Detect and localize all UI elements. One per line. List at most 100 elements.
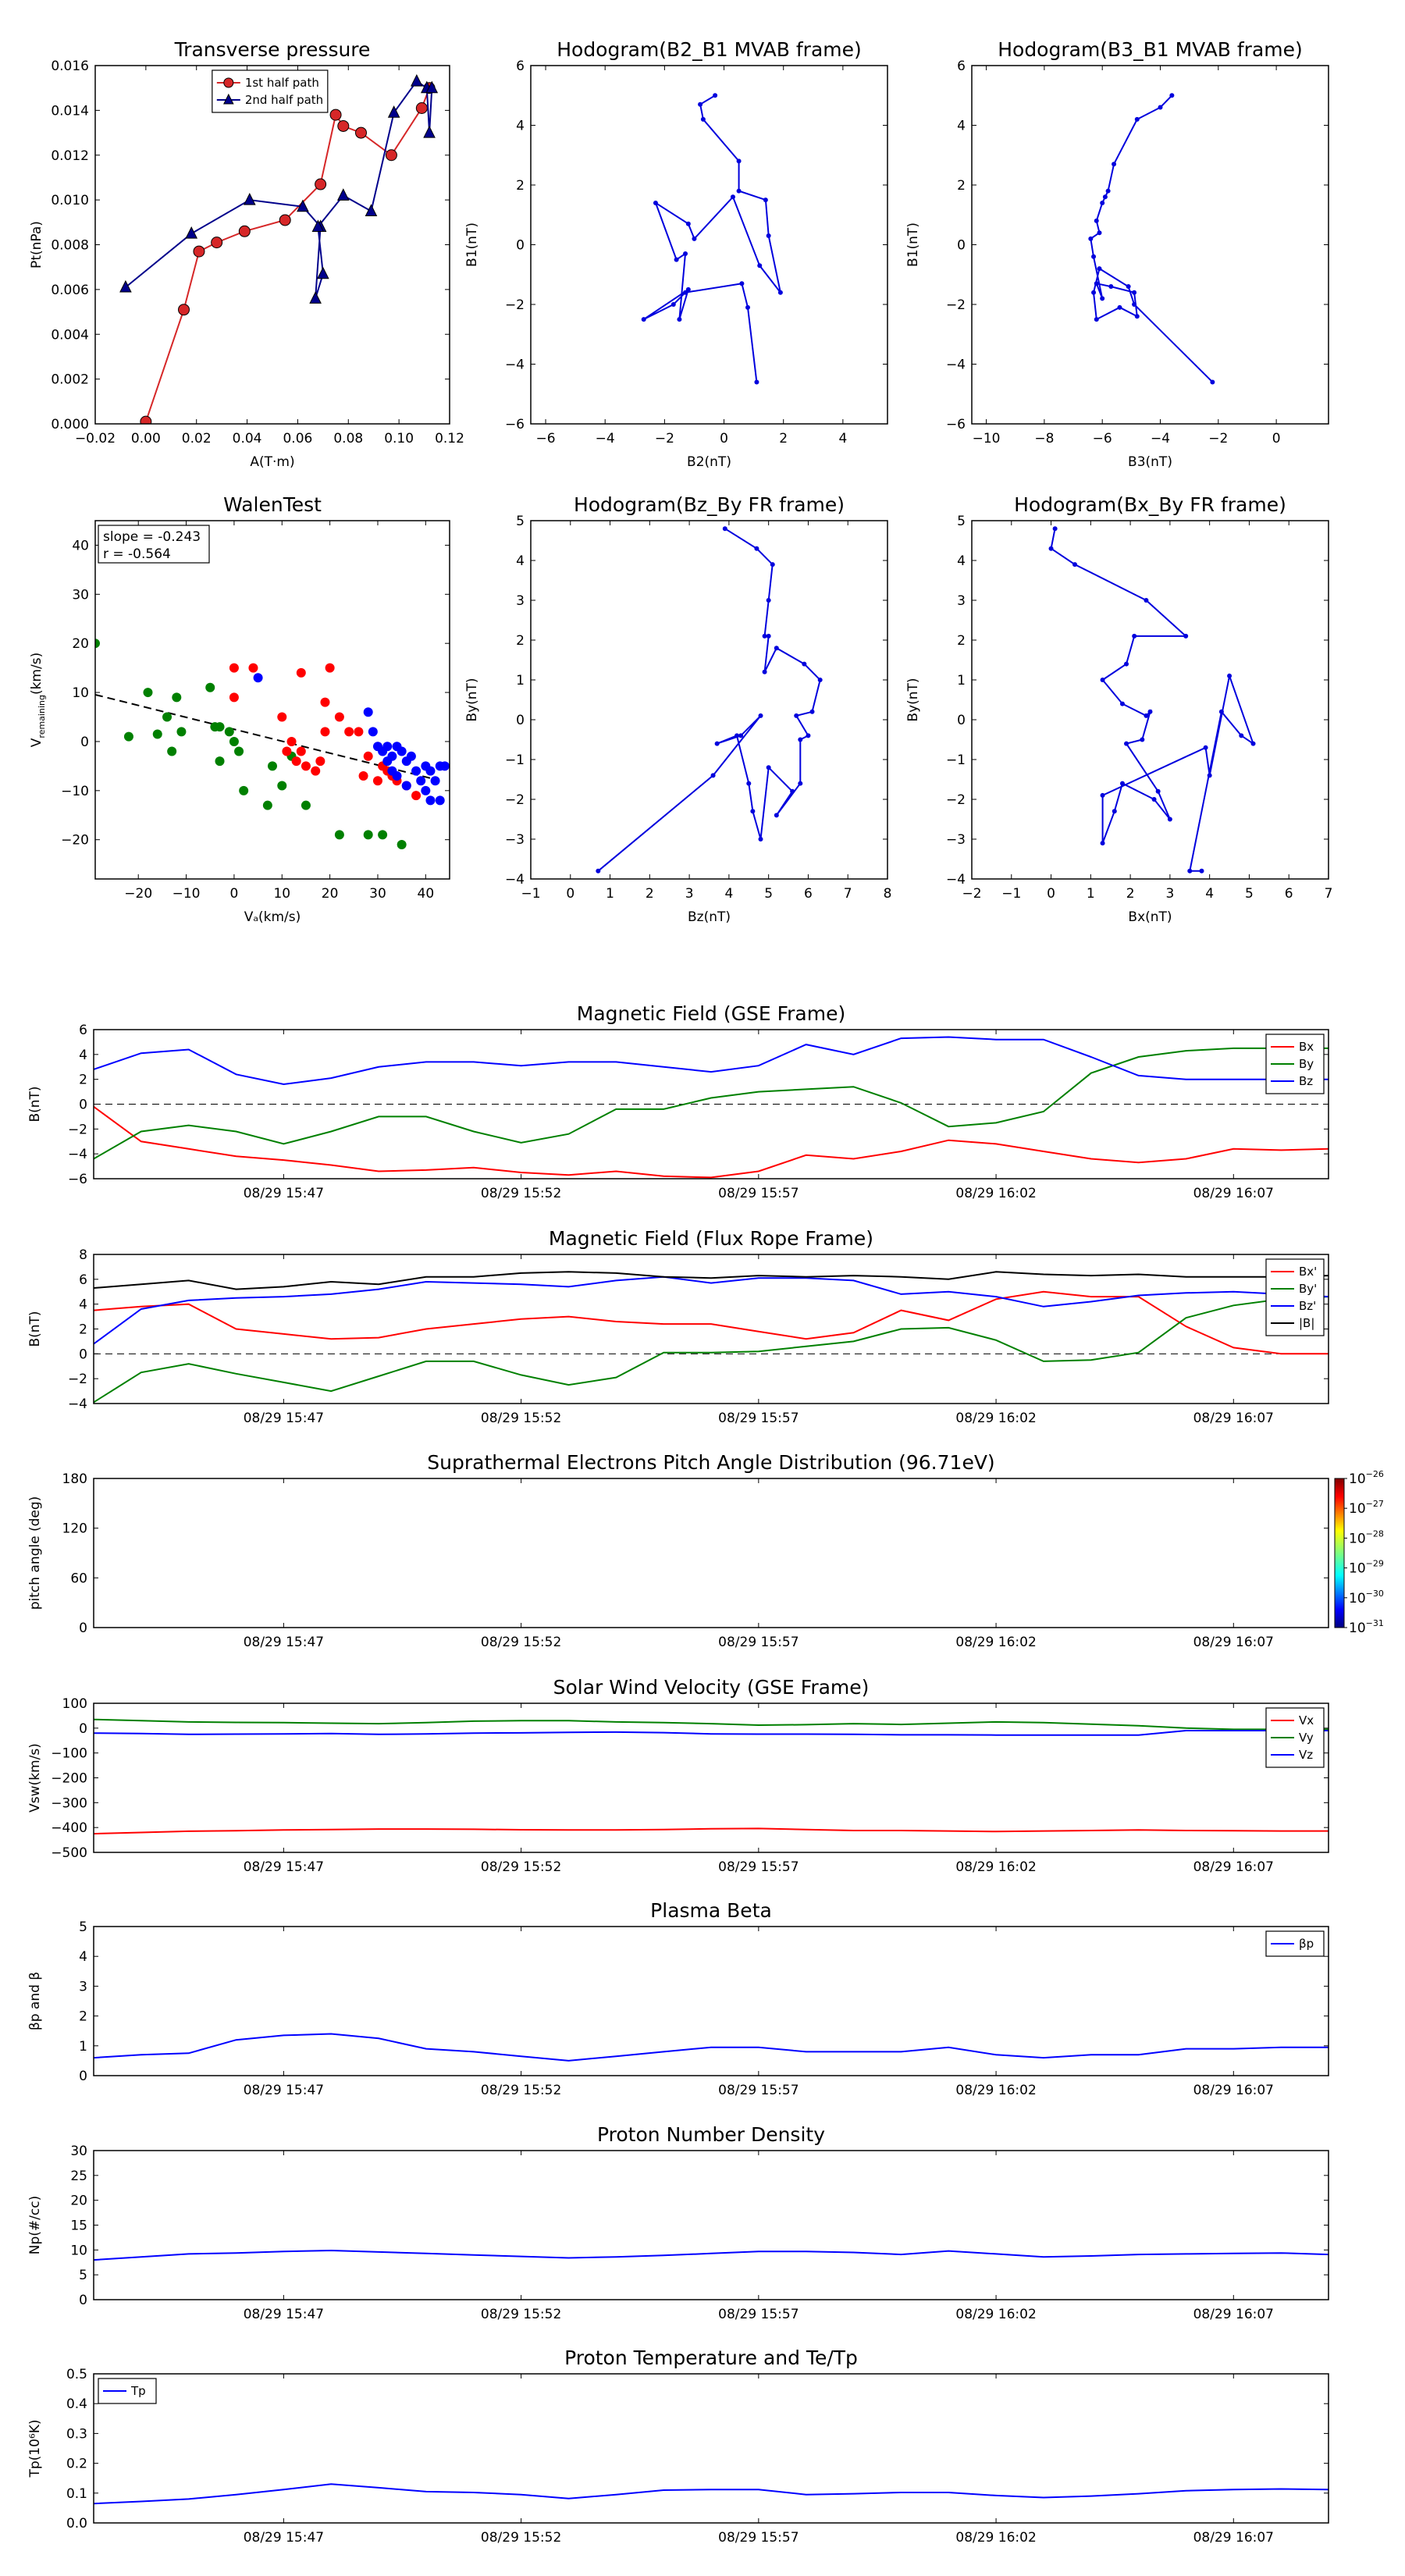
chart-beta: Plasma Beta 0 1 2 3 4 5 08/29 15:47 08/29 15:52 0… xyxy=(27,1899,1329,2098)
scatter-point xyxy=(253,673,263,683)
x-tick-label: 08/29 15:57 xyxy=(718,2307,799,2322)
scatter-point xyxy=(229,692,239,703)
colorbar-tick-label: 10−30 xyxy=(1349,1589,1384,1606)
series-marker xyxy=(1112,162,1117,167)
y-axis-label: B1(nT) xyxy=(905,222,921,267)
series-line--b- xyxy=(94,1271,1329,1290)
chart-hodo_bz_by: Hodogram(Bz_By FR frame) −4 −3 −2 −1 0 1 2 3 4 5 −1… xyxy=(464,493,891,925)
y-tick-label: 5 xyxy=(79,1920,87,1935)
series-marker xyxy=(738,733,744,738)
plot-frame xyxy=(971,520,1329,880)
y-tick-label: −100 xyxy=(51,1746,87,1762)
x-tick-label: 7 xyxy=(1325,886,1333,902)
series-marker xyxy=(1119,781,1125,786)
series-line-vy xyxy=(94,1718,1329,1731)
y-tick-label: −6 xyxy=(505,417,525,432)
colorbar-tick-exponent: −30 xyxy=(1366,1589,1384,1599)
x-tick-label: 0.08 xyxy=(333,431,363,447)
scatter-point xyxy=(397,839,407,849)
plot-frame xyxy=(93,1926,1329,2076)
scatter-point xyxy=(344,727,354,737)
scatter-point xyxy=(215,722,225,732)
x-tick-label: −1 xyxy=(1001,886,1021,902)
y-tick-label: −6 xyxy=(68,1172,87,1187)
series-marker xyxy=(244,193,256,205)
x-tick-label: −0.02 xyxy=(75,431,116,447)
y-tick-label: 0 xyxy=(79,1721,87,1737)
series-marker xyxy=(674,257,679,262)
series-marker xyxy=(385,149,397,162)
x-tick-label: 4 xyxy=(1205,886,1214,902)
series-marker xyxy=(119,279,132,293)
x-tick-label: −6 xyxy=(1093,431,1112,447)
x-tick-label: 08/29 15:47 xyxy=(244,1635,324,1650)
scatter-point xyxy=(282,746,292,756)
scatter-point xyxy=(152,729,162,739)
x-tick-label: 1 xyxy=(606,886,614,902)
y-axis-label: Vremaining(km/s) xyxy=(29,653,47,747)
x-tick-label: 08/29 15:57 xyxy=(718,1635,799,1650)
x-tick-label: 08/29 16:02 xyxy=(955,1635,1036,1650)
legend-label: Vx xyxy=(1299,1713,1314,1727)
y-axis-label: By(nT) xyxy=(905,678,921,721)
series-marker xyxy=(809,709,815,714)
y-tick-label: −4 xyxy=(68,1147,87,1162)
legend-label: |B| xyxy=(1299,1316,1314,1330)
series-marker xyxy=(722,526,727,532)
series-marker xyxy=(754,546,759,551)
legend: Vx Vy Vz xyxy=(1265,1707,1325,1768)
x-tick-label: 08/29 16:02 xyxy=(955,1411,1036,1426)
colorbar-bar xyxy=(1334,1478,1345,1628)
y-tick-label: 6 xyxy=(79,1272,87,1288)
x-tick-label: 0 xyxy=(230,886,239,902)
series-line-bz- xyxy=(94,1276,1329,1345)
x-tick-label: 0 xyxy=(720,431,728,447)
series-marker xyxy=(1094,218,1099,223)
y-tick-label: 0.0 xyxy=(66,2516,87,2532)
y-tick-label: 4 xyxy=(957,119,966,134)
scatter-point xyxy=(123,731,133,742)
series-marker xyxy=(710,773,716,778)
y-axis-label: By(nT) xyxy=(464,678,480,721)
plot-frame xyxy=(93,1029,1329,1179)
y-tick-label: 0.5 xyxy=(66,2367,87,2382)
y-axis-label: B1(nT) xyxy=(464,222,480,267)
series-marker xyxy=(745,304,751,310)
x-tick-label: 0.00 xyxy=(131,431,161,447)
y-axis-label: βp and β xyxy=(27,1972,43,2030)
series-marker xyxy=(337,119,350,132)
series-marker xyxy=(1140,737,1145,742)
series-marker xyxy=(336,188,350,201)
scatter-point xyxy=(239,785,249,795)
series-line-2nd-half-path xyxy=(125,80,433,299)
y-tick-label: 120 xyxy=(62,1521,87,1537)
series-marker xyxy=(777,290,783,295)
series-marker xyxy=(683,290,688,295)
x-tick-label: 0 xyxy=(1047,886,1055,902)
scatter-point xyxy=(439,761,450,771)
series-line-bz xyxy=(94,1036,1329,1086)
series-marker xyxy=(802,661,807,667)
colorbar: 10−26 10−27 10−28 10−29 10−30 10−31 xyxy=(1334,1469,1384,1636)
x-tick-label: 8 xyxy=(884,886,892,902)
series-marker xyxy=(735,733,740,738)
x-tick-label: 08/29 16:02 xyxy=(955,1859,1036,1875)
scatter-point xyxy=(325,663,335,673)
y-tick-label: 5 xyxy=(516,514,525,529)
x-axis-label: Bx(nT) xyxy=(1128,909,1172,925)
chart-title: Proton Number Density xyxy=(597,2123,825,2146)
series-marker xyxy=(762,633,767,639)
series-marker xyxy=(1126,284,1131,290)
chart-title: Hodogram(B2_B1 MVAB frame) xyxy=(557,38,862,61)
series-marker xyxy=(1124,661,1129,667)
x-tick-label: 08/29 15:52 xyxy=(481,1411,561,1426)
chart-title: Transverse pressure xyxy=(174,38,371,61)
series-marker xyxy=(817,678,823,682)
series-marker xyxy=(766,233,771,239)
y-tick-label: 3 xyxy=(957,593,966,609)
legend-label: Tp xyxy=(130,2384,146,2398)
chart-pad: Suprathermal Electrons Pitch Angle Distr… xyxy=(27,1451,1384,1650)
y-tick-label: 0.000 xyxy=(51,417,89,432)
series-marker xyxy=(763,197,768,203)
series-marker xyxy=(677,317,682,322)
